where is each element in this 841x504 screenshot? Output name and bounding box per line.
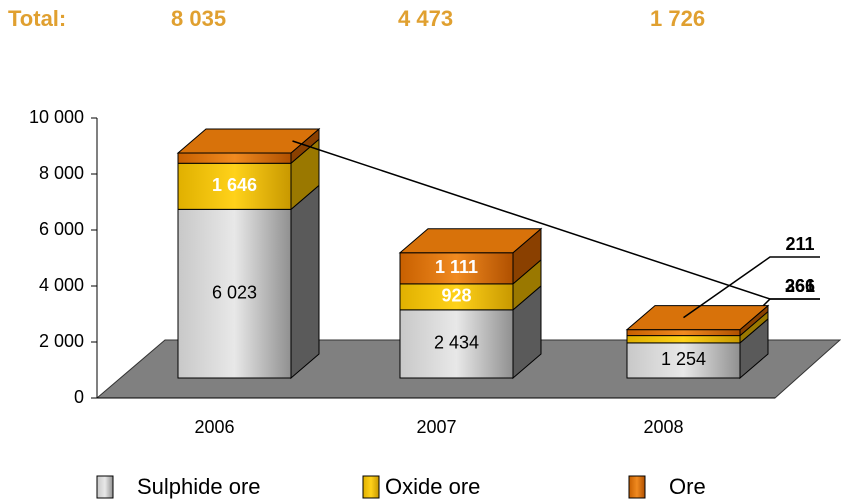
x-tick-label: 2007 <box>416 417 456 437</box>
bar-segment <box>177 152 292 164</box>
bar-segment <box>626 335 741 344</box>
y-tick-label: 2 000 <box>39 331 84 351</box>
x-tick-label: 2006 <box>194 417 234 437</box>
bar-top <box>398 228 543 254</box>
total-value: 8 035 <box>171 6 226 31</box>
total-value: 1 726 <box>650 6 705 31</box>
value-label: 261 <box>785 276 815 296</box>
value-label: 6 023 <box>212 282 257 302</box>
legend-swatch <box>96 475 114 499</box>
bar-segment <box>626 329 741 337</box>
bar-segment <box>177 162 292 210</box>
bar-segment <box>626 342 741 379</box>
bar-segment <box>177 208 292 379</box>
value-label: 1 111 <box>435 257 478 277</box>
x-tick-label: 2008 <box>643 417 683 437</box>
bar-segment <box>399 309 514 379</box>
bar-side <box>290 184 320 380</box>
bar-top <box>176 128 321 154</box>
total-label: Total: <box>8 6 66 31</box>
legend-swatch <box>628 475 646 499</box>
value-label: 2 434 <box>434 333 479 353</box>
value-label: 928 <box>441 286 471 306</box>
leader-line <box>683 256 820 319</box>
bar-segment <box>399 283 514 311</box>
legend-swatch <box>362 475 380 499</box>
bar-top <box>625 305 770 331</box>
value-label: 211 <box>785 234 814 254</box>
legend-label: Ore <box>669 474 706 499</box>
legend-label: Oxide ore <box>385 474 480 499</box>
y-tick-label: 10 000 <box>29 107 84 127</box>
y-tick-label: 0 <box>74 387 84 407</box>
leader-line <box>292 140 820 300</box>
value-label: 1 254 <box>661 349 706 369</box>
y-tick-label: 6 000 <box>39 219 84 239</box>
y-tick-label: 4 000 <box>39 275 84 295</box>
y-tick-label: 8 000 <box>39 163 84 183</box>
total-value: 4 473 <box>398 6 453 31</box>
value-label: 1 646 <box>212 175 257 195</box>
legend-label: Sulphide ore <box>137 474 261 499</box>
value-label: 366 <box>785 276 815 296</box>
